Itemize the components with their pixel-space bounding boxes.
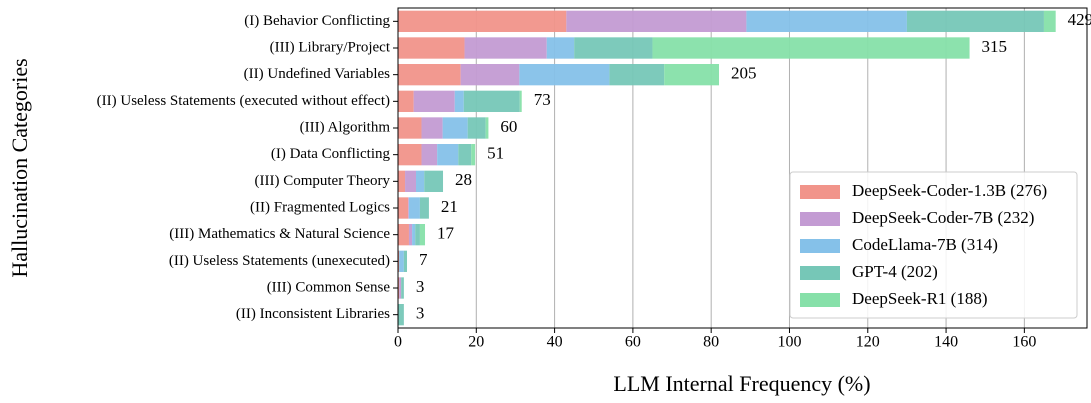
bar-segment [609, 64, 665, 86]
y-tick-label: (III) Computer Theory [254, 173, 390, 189]
bar-segment [464, 37, 547, 59]
total-label: 315 [982, 37, 1008, 56]
bar-segment [437, 144, 459, 166]
bar-segment [398, 224, 409, 246]
y-tick-label: (III) Common Sense [267, 279, 391, 295]
bar-segment [485, 117, 489, 139]
legend-swatch [800, 239, 840, 253]
bar-segment [454, 90, 464, 112]
x-tick-label: 20 [468, 334, 484, 351]
y-tick-label: (II) Inconsistent Libraries [236, 306, 390, 322]
x-tick-label: 80 [703, 334, 719, 351]
bar-segment [398, 37, 465, 59]
bar-segment [442, 117, 468, 139]
y-tick-label: (II) Useless Statements (unexecuted) [169, 253, 390, 269]
bar-segment [746, 10, 907, 32]
x-tick-label: 40 [547, 334, 563, 351]
bar-segment [403, 250, 408, 272]
legend-label: CodeLlama-7B (314) [852, 235, 998, 254]
bar-segment [398, 144, 422, 166]
bar-segment [652, 37, 970, 59]
bar-segment [421, 117, 443, 139]
bar-segment [421, 144, 438, 166]
bar-segment [408, 224, 413, 246]
bar-segment [566, 10, 747, 32]
bar-segment [398, 250, 400, 272]
legend-label: DeepSeek-R1 (188) [852, 289, 988, 308]
plot-frame [397, 7, 1088, 329]
legend-swatch [800, 185, 840, 199]
bar-segment [463, 90, 520, 112]
bar-segment [906, 10, 1044, 32]
bar-segment [401, 277, 404, 299]
y-tick-label: (I) Behavior Conflicting [244, 13, 390, 29]
y-tick-label: (III) Library/Project [270, 39, 391, 55]
bar-segment [413, 90, 455, 112]
bar-segment [398, 64, 461, 86]
x-axis-label: LLM Internal Frequency (%) [613, 371, 870, 396]
bar-segment [398, 90, 414, 112]
legend-box [789, 171, 1078, 319]
legend-swatch [800, 266, 840, 280]
y-tick-label: (II) Undefined Variables [244, 66, 390, 82]
bar-segment [458, 144, 472, 166]
bar-segment [471, 144, 476, 166]
bar-segment [574, 37, 653, 59]
x-tick-label: 160 [1012, 334, 1036, 351]
bar-segment [398, 304, 404, 326]
y-tick-label: (II) Fragmented Logics [250, 199, 390, 215]
total-label: 7 [419, 250, 428, 269]
bar-segment [419, 197, 429, 219]
bar-segment [408, 197, 409, 219]
y-tick-label: (III) Mathematics & Natural Science [169, 226, 390, 242]
x-tick-label: 0 [394, 334, 402, 351]
bar-segment [398, 277, 400, 299]
total-label: 205 [731, 64, 757, 83]
bar-segment [664, 64, 720, 86]
bar-segment [460, 64, 520, 86]
bar-segment [405, 170, 417, 192]
bar-segment [1043, 10, 1056, 32]
bar-segment [419, 224, 426, 246]
total-label: 60 [500, 117, 517, 136]
x-tick-label: 140 [934, 334, 958, 351]
bar-segment [467, 117, 486, 139]
total-label: 3 [416, 304, 425, 323]
bar-segment [519, 64, 610, 86]
x-tick-label: 100 [777, 334, 801, 351]
bar-segment [412, 224, 416, 246]
legend-label: DeepSeek-Coder-7B (232) [852, 208, 1034, 227]
bar-segment [399, 277, 402, 299]
bar-segment [415, 224, 420, 246]
total-label: 17 [437, 224, 455, 243]
bar-segment [408, 197, 420, 219]
y-tick-label: (III) Algorithm [300, 119, 391, 135]
bar-segment [398, 10, 567, 32]
bar-segment [398, 170, 406, 192]
bar-segment [399, 250, 404, 272]
total-label: 73 [534, 90, 551, 109]
legend-label: GPT-4 (202) [852, 262, 938, 281]
total-label: 3 [416, 277, 425, 296]
bar-segment [519, 90, 522, 112]
x-tick-label: 60 [625, 334, 641, 351]
total-label: 28 [455, 170, 472, 189]
bar-segment [546, 37, 575, 59]
bar-segment [398, 117, 422, 139]
bar-segment [398, 197, 409, 219]
legend-swatch [800, 293, 840, 307]
y-tick-label: (II) Useless Statements (executed withou… [97, 93, 390, 109]
bar-segment [416, 170, 425, 192]
y-tick-label: (I) Data Conflicting [271, 146, 391, 162]
total-label: 51 [487, 144, 504, 163]
total-label: 21 [441, 197, 458, 216]
bar-segment [424, 170, 444, 192]
legend-swatch [800, 212, 840, 226]
legend-label: DeepSeek-Coder-1.3B (276) [852, 181, 1047, 200]
x-tick-label: 120 [856, 334, 880, 351]
total-label: 429 [1068, 10, 1091, 29]
y-axis-label: Hallucination Categories [7, 58, 32, 277]
